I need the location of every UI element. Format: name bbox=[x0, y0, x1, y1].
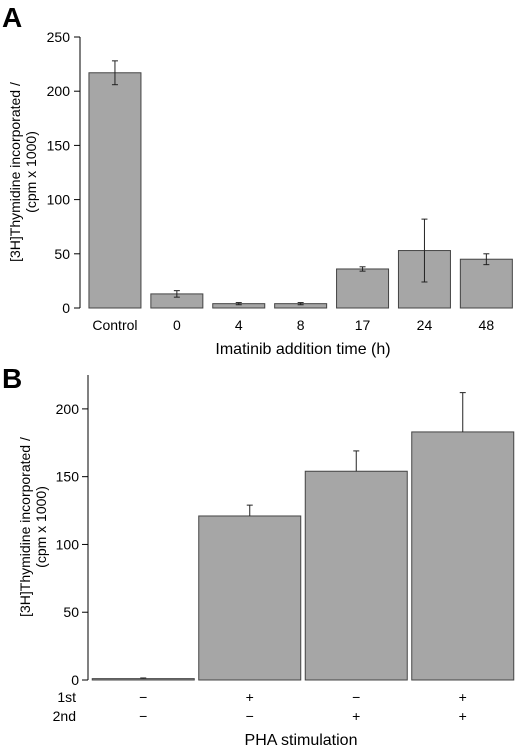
panel-b-label: B bbox=[2, 363, 22, 394]
chart-b-y-label-line1: [3H]Thymidine incorporated / bbox=[17, 437, 33, 617]
chart-b-bar bbox=[91, 678, 195, 681]
chart-b-x-axis-label: PHA stimulation bbox=[245, 732, 358, 747]
chart-a-bar bbox=[336, 268, 390, 309]
chart-b-row-label-1st: 1st bbox=[57, 689, 76, 705]
chart-a-y-tick-label: 200 bbox=[47, 83, 71, 99]
chart-a-x-tick-label: Control bbox=[92, 317, 137, 333]
chart-b-y-tick-label: 100 bbox=[56, 536, 80, 552]
chart-b-y-tick-label: 0 bbox=[71, 672, 79, 688]
chart-a-y-tick-label: 100 bbox=[47, 192, 71, 208]
chart-b-bar bbox=[304, 470, 408, 681]
chart-a-y-tick-label: 0 bbox=[62, 300, 70, 316]
chart-a-x-tick-label: 24 bbox=[417, 317, 433, 333]
chart-b-condition-mark: + bbox=[459, 689, 467, 705]
chart-a-bar bbox=[459, 258, 513, 309]
chart-a-x-tick-label: 48 bbox=[479, 317, 495, 333]
chart-a-y-tick-label: 50 bbox=[54, 246, 70, 262]
chart-b-condition-mark: − bbox=[246, 708, 254, 724]
chart-b-y-tick-label: 150 bbox=[56, 469, 80, 485]
chart-b-condition-mark: + bbox=[246, 689, 254, 705]
chart-b-row-label-2nd: 2nd bbox=[53, 708, 76, 724]
chart-a-y-label-line1: [3H]Thymidine incorporated / bbox=[7, 82, 23, 262]
panel-a-label: A bbox=[2, 2, 22, 33]
chart-b-y-tick-label: 50 bbox=[63, 604, 79, 620]
chart-a-y-axis-label: [3H]Thymidine incorporated / (cpm x 1000… bbox=[7, 82, 39, 262]
chart-b-y-tick-label: 200 bbox=[56, 401, 80, 417]
chart-b-bar bbox=[198, 515, 302, 681]
chart-b-y-axis-label: [3H]Thymidine incorporated / (cpm x 1000… bbox=[17, 437, 49, 617]
chart-b-condition-mark: − bbox=[139, 708, 147, 724]
chart-a-y-label-line2: (cpm x 1000) bbox=[23, 131, 39, 213]
chart-a-y-tick-label: 150 bbox=[47, 137, 71, 153]
chart-b-condition-mark: + bbox=[352, 708, 360, 724]
chart-b-bar bbox=[411, 431, 515, 681]
chart-b-y-label-line2: (cpm x 1000) bbox=[33, 486, 49, 568]
chart-a-bar bbox=[88, 72, 142, 309]
chart-b-condition-mark: − bbox=[352, 689, 360, 705]
chart-b-condition-mark: − bbox=[139, 689, 147, 705]
chart-b: 1st 2nd PHA stimulation [3H]Thymidine in… bbox=[17, 375, 515, 747]
chart-a-x-axis-label: Imatinib addition time (h) bbox=[215, 341, 390, 358]
chart-a-x-tick-label: 17 bbox=[355, 317, 371, 333]
chart-a: Imatinib addition time (h) [3H]Thymidine… bbox=[7, 29, 513, 358]
chart-a-x-tick-label: 0 bbox=[173, 317, 181, 333]
chart-a-x-tick-label: 8 bbox=[297, 317, 305, 333]
chart-a-y-tick-label: 250 bbox=[47, 29, 71, 45]
chart-b-condition-mark: + bbox=[459, 708, 467, 724]
chart-a-x-tick-label: 4 bbox=[235, 317, 243, 333]
